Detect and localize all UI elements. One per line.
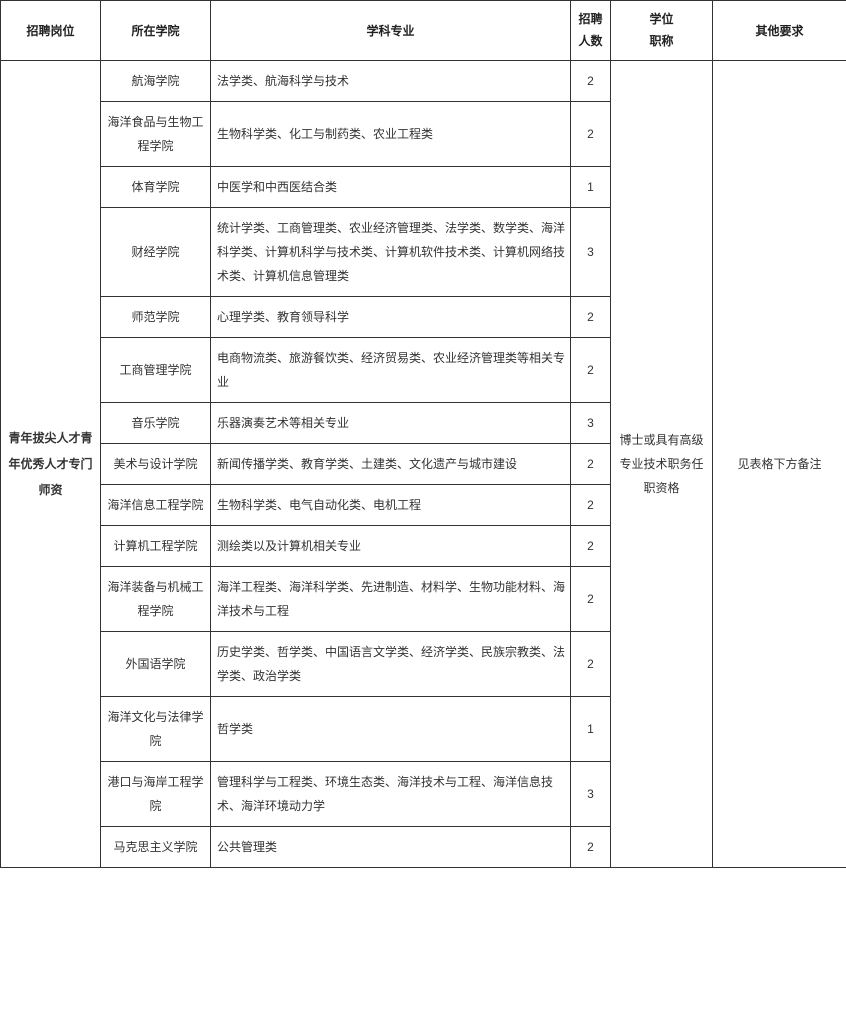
header-degree-line1: 学位 bbox=[649, 12, 673, 26]
major-cell: 法学类、航海科学与技术 bbox=[211, 61, 571, 102]
count-cell: 1 bbox=[571, 167, 611, 208]
count-cell: 3 bbox=[571, 762, 611, 827]
header-major: 学科专业 bbox=[211, 1, 571, 61]
count-cell: 2 bbox=[571, 827, 611, 868]
header-other: 其他要求 bbox=[713, 1, 846, 61]
count-cell: 2 bbox=[571, 485, 611, 526]
count-cell: 2 bbox=[571, 61, 611, 102]
count-cell: 3 bbox=[571, 403, 611, 444]
major-cell: 统计学类、工商管理类、农业经济管理类、法学类、数学类、海洋科学类、计算机科学与技… bbox=[211, 208, 571, 297]
count-cell: 1 bbox=[571, 697, 611, 762]
college-cell: 海洋信息工程学院 bbox=[101, 485, 211, 526]
count-cell: 2 bbox=[571, 297, 611, 338]
major-cell: 生物科学类、电气自动化类、电机工程 bbox=[211, 485, 571, 526]
major-cell: 海洋工程类、海洋科学类、先进制造、材料学、生物功能材料、海洋技术与工程 bbox=[211, 567, 571, 632]
table-row: 青年拔尖人才青年优秀人才专门师资航海学院法学类、航海科学与技术2博士或具有高级专… bbox=[1, 61, 846, 102]
college-cell: 工商管理学院 bbox=[101, 338, 211, 403]
count-cell: 2 bbox=[571, 526, 611, 567]
college-cell: 外国语学院 bbox=[101, 632, 211, 697]
college-cell: 音乐学院 bbox=[101, 403, 211, 444]
table-body: 青年拔尖人才青年优秀人才专门师资航海学院法学类、航海科学与技术2博士或具有高级专… bbox=[1, 61, 846, 868]
major-cell: 哲学类 bbox=[211, 697, 571, 762]
count-cell: 2 bbox=[571, 338, 611, 403]
header-count-line2: 人数 bbox=[578, 34, 602, 48]
header-count-line1: 招聘 bbox=[578, 12, 602, 26]
college-cell: 马克思主义学院 bbox=[101, 827, 211, 868]
college-cell: 海洋食品与生物工程学院 bbox=[101, 102, 211, 167]
major-cell: 乐器演奏艺术等相关专业 bbox=[211, 403, 571, 444]
major-cell: 新闻传播学类、教育学类、土建类、文化遗产与城市建设 bbox=[211, 444, 571, 485]
college-cell: 美术与设计学院 bbox=[101, 444, 211, 485]
header-position: 招聘岗位 bbox=[1, 1, 101, 61]
college-cell: 航海学院 bbox=[101, 61, 211, 102]
major-cell: 心理学类、教育领导科学 bbox=[211, 297, 571, 338]
major-cell: 中医学和中西医结合类 bbox=[211, 167, 571, 208]
major-cell: 测绘类以及计算机相关专业 bbox=[211, 526, 571, 567]
major-cell: 管理科学与工程类、环境生态类、海洋技术与工程、海洋信息技术、海洋环境动力学 bbox=[211, 762, 571, 827]
count-cell: 2 bbox=[571, 567, 611, 632]
major-cell: 历史学类、哲学类、中国语言文学类、经济学类、民族宗教类、法学类、政治学类 bbox=[211, 632, 571, 697]
college-cell: 财经学院 bbox=[101, 208, 211, 297]
major-cell: 生物科学类、化工与制药类、农业工程类 bbox=[211, 102, 571, 167]
college-cell: 师范学院 bbox=[101, 297, 211, 338]
header-degree: 学位 职称 bbox=[611, 1, 713, 61]
count-cell: 3 bbox=[571, 208, 611, 297]
college-cell: 计算机工程学院 bbox=[101, 526, 211, 567]
count-cell: 2 bbox=[571, 632, 611, 697]
major-cell: 公共管理类 bbox=[211, 827, 571, 868]
college-cell: 海洋文化与法律学院 bbox=[101, 697, 211, 762]
header-degree-line2: 职称 bbox=[649, 34, 673, 48]
college-cell: 海洋装备与机械工程学院 bbox=[101, 567, 211, 632]
position-cell: 青年拔尖人才青年优秀人才专门师资 bbox=[1, 61, 101, 868]
college-cell: 体育学院 bbox=[101, 167, 211, 208]
count-cell: 2 bbox=[571, 444, 611, 485]
major-cell: 电商物流类、旅游餐饮类、经济贸易类、农业经济管理类等相关专业 bbox=[211, 338, 571, 403]
header-count: 招聘 人数 bbox=[571, 1, 611, 61]
college-cell: 港口与海岸工程学院 bbox=[101, 762, 211, 827]
header-college: 所在学院 bbox=[101, 1, 211, 61]
table-header: 招聘岗位 所在学院 学科专业 招聘 人数 学位 职称 其他要求 bbox=[1, 1, 846, 61]
recruitment-table: 招聘岗位 所在学院 学科专业 招聘 人数 学位 职称 其他要求 青年拔尖人才青年… bbox=[0, 0, 846, 868]
other-cell: 见表格下方备注 bbox=[713, 61, 846, 868]
degree-cell: 博士或具有高级专业技术职务任职资格 bbox=[611, 61, 713, 868]
count-cell: 2 bbox=[571, 102, 611, 167]
